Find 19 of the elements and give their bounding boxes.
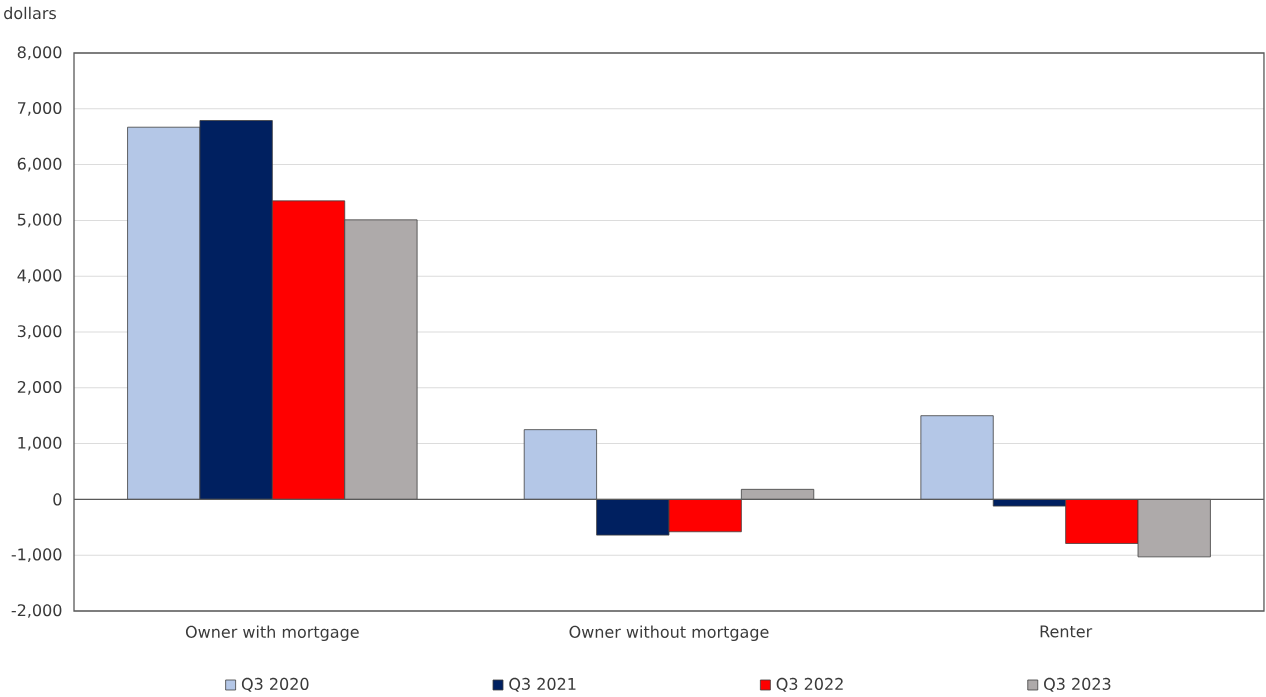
legend-label: Q3 2022	[776, 677, 843, 692]
y-tick-label: -2,000	[11, 604, 62, 618]
x-tick-label: Renter	[1040, 625, 1093, 638]
legend-label: Q3 2021	[509, 677, 576, 692]
y-tick-label: -1,000	[11, 548, 62, 563]
y-tick-label: 0	[53, 493, 62, 506]
y-tick-label: 4,000	[17, 269, 62, 284]
y-tick-label: 3,000	[17, 325, 62, 339]
x-tick-label: Owner without mortgage	[569, 625, 769, 642]
y-tick-label: 5,000	[17, 213, 62, 228]
y-tick-label: 8,000	[17, 46, 62, 60]
y-tick-label: 7,000	[17, 101, 62, 116]
y-tick-label: 1,000	[18, 436, 62, 451]
legend-label: Q3 2020	[241, 677, 309, 692]
legend-label: Q3 2023	[1044, 677, 1111, 692]
y-tick-label: 6,000	[17, 157, 62, 172]
y-axis-title: dollars	[4, 6, 56, 20]
y-tick-label: 2,000	[17, 380, 62, 395]
x-tick-label: Owner with mortgage	[185, 625, 359, 642]
